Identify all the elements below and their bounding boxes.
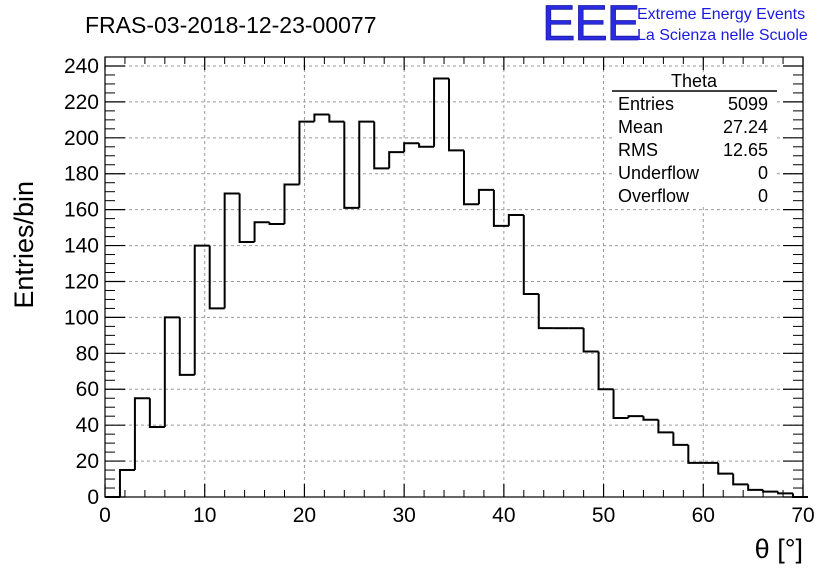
histogram-bin xyxy=(582,328,599,353)
stats-label-mean: Mean xyxy=(618,117,663,137)
histogram-bin xyxy=(537,294,554,330)
histogram-bin xyxy=(477,188,494,205)
histogram-bin xyxy=(642,416,659,421)
histogram-bin xyxy=(732,473,749,486)
y-tick-label: 100 xyxy=(64,306,99,329)
y-tick-label: 140 xyxy=(64,235,99,258)
histogram-bin xyxy=(507,214,524,226)
histogram-bin xyxy=(328,114,345,123)
y-tick-label: 60 xyxy=(76,378,99,401)
histogram-bin xyxy=(283,183,300,225)
histogram-bin xyxy=(148,398,165,428)
y-tick-label: 180 xyxy=(64,163,99,186)
stats-label-underflow: Underflow xyxy=(618,163,700,183)
histogram-bin xyxy=(597,351,614,391)
histogram-bin xyxy=(118,469,135,497)
histogram-bin xyxy=(268,222,285,226)
axis-ticks xyxy=(104,56,804,498)
histogram-bin xyxy=(388,151,405,169)
stats-value-mean: 27.24 xyxy=(723,117,768,137)
y-tick-label: 240 xyxy=(64,55,99,78)
tick-labels: 0 10 20 30 40 50 60 70 0 20 40 60 80 100 120 140 160 180 2… xyxy=(64,55,815,527)
stats-value-overflow: 0 xyxy=(758,186,768,206)
x-tick-label: 40 xyxy=(492,504,515,527)
histogram-bin xyxy=(133,397,150,471)
stats-label-entries: Entries xyxy=(618,94,674,114)
stats-value-underflow: 0 xyxy=(758,163,768,183)
y-tick-label: 200 xyxy=(64,127,99,150)
histogram-bin xyxy=(672,432,689,446)
plot-frame xyxy=(104,56,804,498)
histogram-bin xyxy=(448,78,464,152)
chart-title: FRAS-03-2018-12-23-00077 xyxy=(85,12,377,38)
histogram-bin xyxy=(657,419,674,434)
histogram-series xyxy=(105,77,808,498)
y-tick-label: 20 xyxy=(76,450,99,473)
stats-name: Theta xyxy=(671,71,718,91)
histogram-bin xyxy=(687,444,704,464)
y-tick-label: 160 xyxy=(64,199,99,222)
histogram-bin xyxy=(418,143,435,148)
histogram-bin xyxy=(253,221,270,242)
histogram-bin xyxy=(717,462,734,475)
histogram-bin xyxy=(373,121,390,170)
histogram-bin xyxy=(403,142,420,153)
histogram-bin xyxy=(462,150,479,206)
x-axis-title: θ [°] xyxy=(755,534,803,564)
stats-box: Theta Entries 5099 Mean 27.24 RMS 12.65 … xyxy=(612,71,777,206)
histogram-bin xyxy=(208,245,225,310)
x-tick-label: 60 xyxy=(692,504,715,527)
stats-value-rms: 12.65 xyxy=(723,140,768,160)
y-axis-title: Entries/bin xyxy=(9,181,39,309)
histogram-bin xyxy=(777,491,794,495)
stats-label-overflow: Overflow xyxy=(618,186,690,206)
eee-logo: EEE Extreme Energy Events La Scienza nel… xyxy=(542,0,808,51)
grid xyxy=(105,57,803,497)
x-tick-label: 0 xyxy=(99,504,111,527)
histogram-bin xyxy=(522,215,539,296)
histogram-bin xyxy=(492,189,509,227)
stats-value-entries: 5099 xyxy=(728,94,768,114)
histogram-bin xyxy=(178,317,195,376)
histogram-bin xyxy=(358,120,375,208)
stats-label-rms: RMS xyxy=(618,140,658,160)
x-tick-label: 30 xyxy=(392,504,415,527)
histogram-bin xyxy=(612,389,629,419)
y-tick-label: 0 xyxy=(87,486,99,509)
histogram-bin xyxy=(163,316,180,427)
logo-letters: EEE xyxy=(542,0,639,51)
histogram-bin xyxy=(433,77,450,147)
y-tick-label: 120 xyxy=(64,270,99,293)
x-tick-label: 50 xyxy=(592,504,615,527)
x-tick-label: 70 xyxy=(791,504,814,527)
y-tick-label: 220 xyxy=(64,91,99,114)
histogram-bin xyxy=(193,244,210,375)
logo-line1: Extreme Energy Events xyxy=(637,6,805,23)
histogram-bin xyxy=(223,192,240,309)
x-tick-label: 20 xyxy=(293,504,316,527)
y-tick-label: 40 xyxy=(76,414,99,437)
histogram-bin xyxy=(313,113,330,122)
histogram-bin xyxy=(747,484,764,491)
stats-box-bg xyxy=(612,72,777,206)
logo-line2: La Scienza nelle Scuole xyxy=(637,27,808,44)
histogram-bin xyxy=(238,193,255,243)
y-tick-label: 80 xyxy=(76,342,99,365)
x-tick-label: 10 xyxy=(193,504,216,527)
histogram-bin xyxy=(343,121,360,209)
histogram-bin xyxy=(298,120,315,185)
histogram-bin xyxy=(627,415,644,418)
